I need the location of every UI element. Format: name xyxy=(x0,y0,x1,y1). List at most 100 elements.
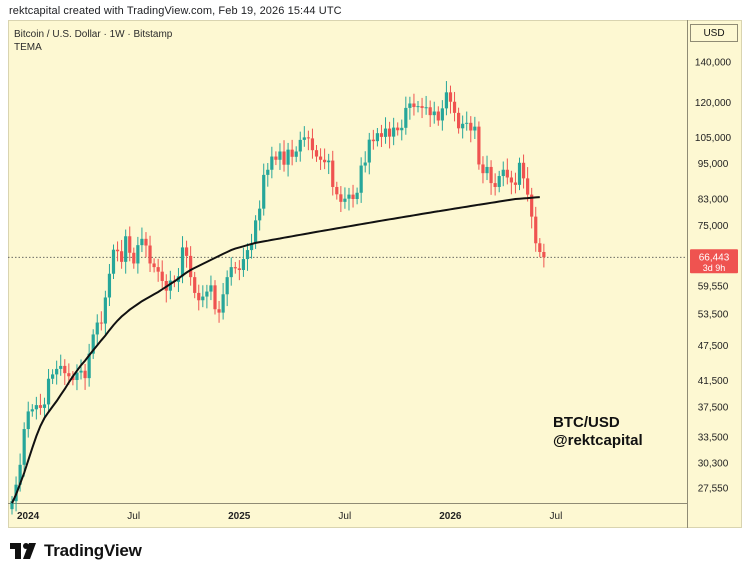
candle-body xyxy=(331,160,335,187)
candle-body xyxy=(509,177,513,183)
candle-body xyxy=(375,133,379,142)
candle-body xyxy=(396,127,400,131)
candle-body xyxy=(282,151,286,165)
candle-body xyxy=(534,216,538,244)
price-label-box xyxy=(690,249,738,274)
y-tick-label: 95,000 xyxy=(698,159,729,170)
candle-body xyxy=(335,186,339,195)
candle-body xyxy=(310,138,315,151)
candle-body xyxy=(355,192,359,200)
candle-body xyxy=(404,107,408,128)
candle-body xyxy=(428,107,432,116)
y-tick-label: 41,500 xyxy=(698,376,729,387)
candle-body xyxy=(501,169,505,177)
candle-body xyxy=(530,194,534,217)
candle-body xyxy=(237,268,241,271)
candle-body xyxy=(262,174,266,209)
candle-body xyxy=(513,182,518,185)
candle-body xyxy=(416,106,420,108)
candle-body xyxy=(140,238,144,246)
candle-body xyxy=(168,280,172,291)
candle-body xyxy=(229,267,233,278)
candle-body xyxy=(42,404,47,408)
candle-body xyxy=(367,139,371,163)
candle-body xyxy=(314,150,319,157)
candle-body xyxy=(526,178,530,195)
candle-body xyxy=(152,263,156,268)
candle-body xyxy=(266,169,270,175)
candle-body xyxy=(359,165,363,193)
candle-body xyxy=(107,273,112,298)
candle-body xyxy=(327,160,331,163)
candle-body xyxy=(457,112,461,129)
candle-body xyxy=(448,92,453,102)
time-axis-divider xyxy=(8,503,688,504)
candle-body xyxy=(347,194,351,199)
candle-body xyxy=(318,156,323,160)
candle-body xyxy=(392,127,396,137)
candle-body xyxy=(46,378,51,405)
candle-body xyxy=(193,277,197,293)
candle-body xyxy=(473,126,477,131)
candle-body xyxy=(99,322,103,324)
candle-body xyxy=(201,296,205,301)
currency-button[interactable]: USD xyxy=(690,24,738,42)
y-tick-label: 33,500 xyxy=(698,432,729,443)
candle-body xyxy=(302,137,306,140)
candle-body xyxy=(363,162,367,166)
x-tick-label: 2025 xyxy=(228,511,251,522)
candle-body xyxy=(245,250,250,260)
candle-body xyxy=(30,409,34,412)
candle-body xyxy=(189,255,193,278)
candle-body xyxy=(111,249,116,274)
candle-body xyxy=(83,370,87,379)
candle-body xyxy=(63,365,67,374)
candle-body xyxy=(34,405,38,410)
y-tick-label: 120,000 xyxy=(695,98,732,109)
candle-body xyxy=(481,164,485,174)
watermark-symbol: BTC/USD xyxy=(553,414,620,431)
symbol-legend: Bitcoin / U.S. Dollar · 1W · Bitstamp xyxy=(14,29,173,40)
candle-body xyxy=(217,309,221,313)
x-tick-label: Jul xyxy=(127,511,140,522)
candle-body xyxy=(371,139,375,142)
candle-body xyxy=(461,123,465,129)
candle-body xyxy=(225,277,229,295)
candle-body xyxy=(432,111,436,116)
candle-body xyxy=(485,166,489,174)
y-tick-label: 30,300 xyxy=(698,459,729,470)
candle-body xyxy=(274,156,278,160)
chart-frame xyxy=(8,20,742,528)
candle-body xyxy=(383,128,388,137)
candle-body xyxy=(213,285,217,310)
indicator-legend: TEMA xyxy=(14,42,42,53)
y-tick-label: 105,000 xyxy=(695,133,732,144)
price-axis-divider xyxy=(687,20,688,528)
y-tick-label: 140,000 xyxy=(695,58,732,69)
candle-body xyxy=(160,271,164,281)
candle-body xyxy=(75,372,79,381)
tema-line xyxy=(11,196,540,504)
candle-body xyxy=(144,238,148,246)
candle-body xyxy=(477,126,481,165)
y-tick-label: 59,550 xyxy=(698,282,729,293)
candle-body xyxy=(379,133,384,137)
candle-body xyxy=(55,368,59,375)
candle-body xyxy=(444,92,449,109)
y-tick-label: 47,500 xyxy=(698,341,729,352)
candle-body xyxy=(120,251,124,262)
candle-body xyxy=(497,176,501,187)
candle-body xyxy=(420,106,424,108)
candle-body xyxy=(103,297,107,324)
candle-body xyxy=(128,236,132,253)
candle-body xyxy=(339,194,343,202)
candle-body xyxy=(184,247,189,256)
candle-body xyxy=(323,159,327,163)
candle-body xyxy=(59,365,63,369)
candle-body xyxy=(258,208,262,221)
candle-body xyxy=(95,322,99,335)
candle-body xyxy=(489,166,493,184)
candle-body xyxy=(79,370,83,373)
candle-body xyxy=(290,149,294,157)
